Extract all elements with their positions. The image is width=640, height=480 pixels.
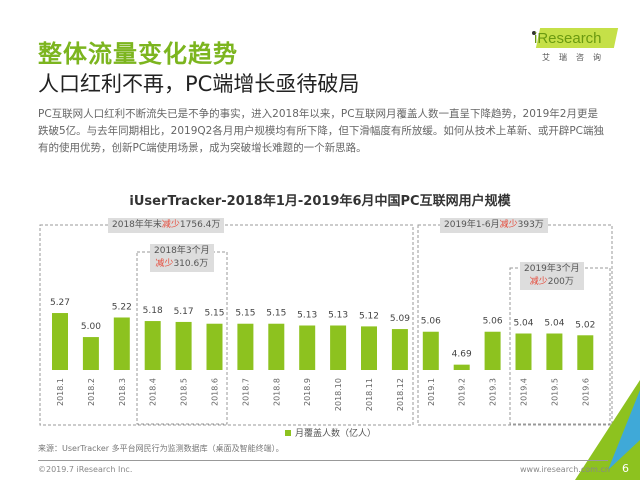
x-tick-label: 2018.11 — [365, 378, 374, 411]
logo-subtext: 艾瑞咨询 — [542, 53, 610, 62]
x-tick-label: 2019.5 — [550, 378, 559, 406]
bar-2019.1 — [422, 331, 439, 370]
bar-2018.1 — [52, 313, 68, 370]
body-text: PC互联网人口红利不断流失已是不争的事实，进入2018年以来，PC互联网月覆盖人… — [38, 108, 605, 154]
x-tick-label: 2018.5 — [180, 378, 189, 406]
page-title: 整体流量变化趋势 — [38, 40, 238, 68]
bar-2018.10 — [330, 325, 347, 370]
data-label: 5.00 — [81, 322, 101, 332]
annotation-2019-q2: 2019年3个月 减少200万 — [520, 262, 584, 290]
bar-2019.6 — [577, 335, 594, 370]
iresearch-logo: iResearch 艾瑞咨询 — [520, 28, 620, 72]
data-label: 5.06 — [421, 317, 441, 327]
data-label: 4.69 — [452, 350, 472, 360]
legend-label: 月覆盖人数（亿人） — [295, 427, 376, 439]
footer-divider — [38, 460, 608, 461]
bar-2018.8 — [268, 323, 285, 370]
x-tick-label: 2018.3 — [118, 378, 127, 406]
data-label: 5.12 — [359, 311, 379, 321]
data-label: 5.06 — [483, 317, 503, 327]
bar-2018.7 — [237, 323, 254, 370]
data-label: 5.13 — [328, 311, 348, 321]
annotation-2019-h1: 2019年1-6月减少393万 — [440, 218, 548, 233]
x-tick-label: 2019.1 — [427, 378, 436, 406]
data-label: 5.22 — [112, 302, 132, 312]
bar-2018.12 — [391, 329, 408, 370]
x-tick-label: 2018.6 — [211, 378, 220, 406]
data-label: 5.02 — [575, 320, 595, 330]
website-link[interactable]: www.iresearch.com.cn — [520, 465, 610, 474]
data-label: 5.15 — [235, 309, 255, 319]
x-tick-label: 2018.10 — [334, 378, 343, 411]
bar-2019.4 — [515, 333, 532, 370]
corner-blue — [608, 390, 640, 470]
bar-2018.11 — [361, 326, 377, 370]
data-label: 5.18 — [143, 306, 163, 316]
data-label: 5.27 — [50, 298, 70, 308]
bar-2018.3 — [113, 317, 130, 370]
data-label: 5.04 — [544, 319, 564, 329]
legend-swatch — [285, 430, 291, 436]
x-tick-label: 2019.4 — [520, 378, 529, 406]
bar-2019.3 — [484, 331, 501, 370]
data-label: 5.04 — [513, 319, 533, 329]
x-tick-label: 2018.2 — [87, 378, 96, 406]
x-tick-label: 2018.4 — [149, 378, 158, 406]
bar-2018.5 — [175, 321, 192, 370]
data-label: 5.15 — [266, 309, 286, 319]
data-label: 5.13 — [297, 311, 317, 321]
x-tick-label: 2019.2 — [458, 378, 467, 406]
bar-2018.9 — [299, 325, 316, 370]
page-number: 6 — [622, 462, 629, 475]
box-2018 — [39, 224, 414, 426]
data-label: 5.09 — [390, 314, 410, 324]
annotation-2018-total: 2018年年末减少1756.4万 — [108, 218, 225, 233]
x-tick-label: 2018.7 — [241, 378, 250, 406]
x-tick-label: 2018.12 — [396, 378, 405, 411]
logo-text: iResearch — [534, 30, 602, 47]
bar-2019.5 — [546, 333, 563, 370]
page-subtitle: 人口红利不再，PC端增长亟待破局 — [38, 72, 360, 96]
bar-2018.4 — [144, 321, 161, 370]
bar-2019.2 — [453, 364, 470, 370]
copyright: ©2019.7 iResearch Inc. — [38, 465, 133, 474]
source-note: 来源：UserTracker 多平台网民行为监测数据库（桌面及智能终端）。 — [38, 444, 284, 453]
data-label: 5.17 — [174, 307, 194, 317]
x-tick-label: 2018.9 — [303, 378, 312, 406]
data-label: 5.15 — [204, 309, 224, 319]
x-tick-label: 2018.1 — [56, 378, 65, 406]
x-tick-label: 2018.8 — [272, 378, 281, 406]
x-tick-label: 2019.6 — [581, 378, 590, 406]
bar-2018.6 — [206, 323, 223, 370]
x-tick-label: 2019.3 — [489, 378, 498, 406]
annotation-2018-q4: 2018年3个月 减少310.6万 — [150, 244, 214, 272]
chart-title: iUserTracker-2018年1月-2019年6月中国PC互联网用户规模 — [129, 194, 511, 209]
bar-2018.2 — [82, 337, 99, 370]
